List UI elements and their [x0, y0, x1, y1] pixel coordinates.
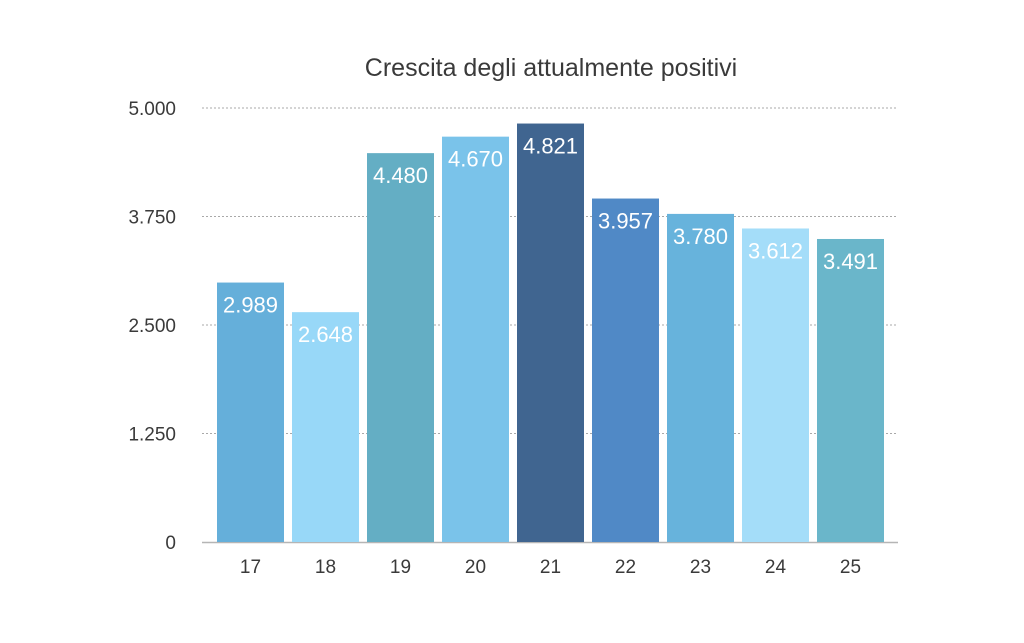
- bar-value-label: 4.670: [448, 147, 503, 172]
- x-tick-label: 21: [540, 557, 561, 578]
- y-tick-label: 0: [165, 533, 176, 554]
- bar: [367, 153, 434, 543]
- bar: [592, 198, 659, 542]
- x-tick-label: 17: [240, 557, 261, 578]
- x-tick-label: 24: [765, 557, 787, 578]
- bar-value-label: 4.480: [373, 163, 428, 188]
- y-tick-label: 3.750: [128, 208, 176, 229]
- y-tick-label: 5.000: [128, 99, 176, 120]
- bar-value-label: 4.821: [523, 134, 578, 159]
- bars: 2.989 2.648 4.480 4.670 4.821 3.957 3.780 3.612…: [217, 123, 884, 543]
- y-axis: 0 1.250 2.500 3.750 5.000: [128, 99, 898, 554]
- x-tick-label: 19: [390, 557, 411, 578]
- x-tick-label: 22: [615, 557, 636, 578]
- y-tick-label: 1.250: [128, 425, 176, 446]
- x-axis: 17 18 19 20 21 22 23 24 25: [240, 557, 861, 578]
- chart-title: Crescita degli attualmente positivi: [365, 54, 737, 82]
- bar-value-label: 3.612: [748, 238, 803, 263]
- bar-value-label: 2.989: [223, 293, 278, 318]
- bar: [742, 228, 809, 542]
- bar: [817, 238, 884, 542]
- x-tick-label: 20: [465, 557, 486, 578]
- x-tick-label: 25: [840, 557, 861, 578]
- x-tick-label: 18: [315, 557, 336, 578]
- bar: [292, 312, 359, 542]
- bar: [517, 123, 584, 542]
- bar-value-label: 3.957: [598, 209, 653, 234]
- bar: [217, 282, 284, 542]
- x-tick-label: 23: [690, 557, 711, 578]
- bar-value-label: 3.780: [673, 224, 728, 249]
- bar-value-label: 3.491: [823, 249, 878, 274]
- bar: [667, 213, 734, 542]
- bar: [442, 136, 509, 543]
- bar-value-label: 2.648: [298, 322, 353, 347]
- y-tick-label: 2.500: [128, 316, 176, 337]
